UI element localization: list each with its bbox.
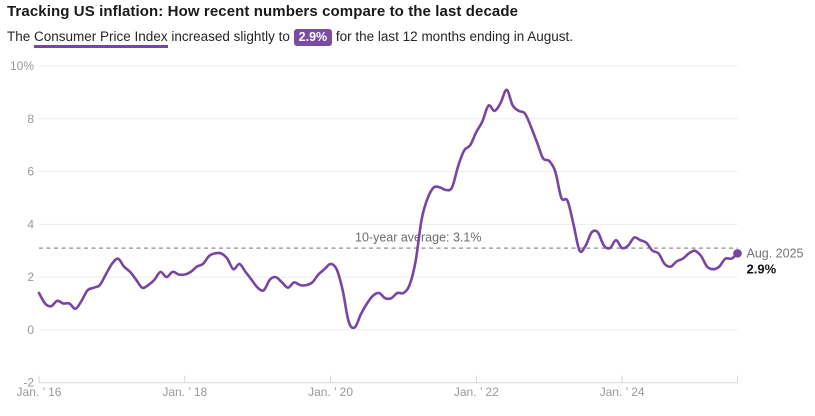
end-annotation-date: Aug. 2025 [747, 246, 804, 260]
x-axis-label: Jan. ’ 18 [162, 385, 207, 399]
subtitle-text-prefix: The [7, 29, 35, 44]
end-point-dot [733, 249, 742, 258]
x-axis-label: Jan. ’ 20 [308, 385, 353, 399]
cpi-index-link[interactable]: Consumer Price Index [34, 29, 168, 48]
subtitle: The Consumer Price Index increased sligh… [7, 27, 574, 48]
x-axis-label: Jan. ’ 16 [17, 385, 62, 399]
cpi-value-badge: 2.9% [293, 29, 333, 46]
y-axis-label: 6 [27, 165, 34, 179]
y-axis-label: 2 [27, 270, 34, 284]
y-axis-label: 0 [27, 323, 34, 337]
subtitle-text-middle: increased slightly to [167, 29, 294, 44]
y-axis-label: 4 [27, 217, 34, 231]
subtitle-text-suffix: for the last 12 months ending in August. [332, 29, 574, 44]
end-annotation-value: 2.9% [747, 261, 777, 276]
y-axis-label: 10% [10, 59, 34, 73]
x-axis-label: Jan. ’ 22 [454, 385, 499, 399]
cpi-line [37, 88, 739, 330]
y-axis-label: 8 [27, 112, 34, 126]
y-axis-label: -2 [23, 376, 34, 390]
page-title: Tracking US inflation: How recent number… [7, 3, 519, 20]
x-axis-label: Jan. ’ 24 [600, 385, 645, 399]
